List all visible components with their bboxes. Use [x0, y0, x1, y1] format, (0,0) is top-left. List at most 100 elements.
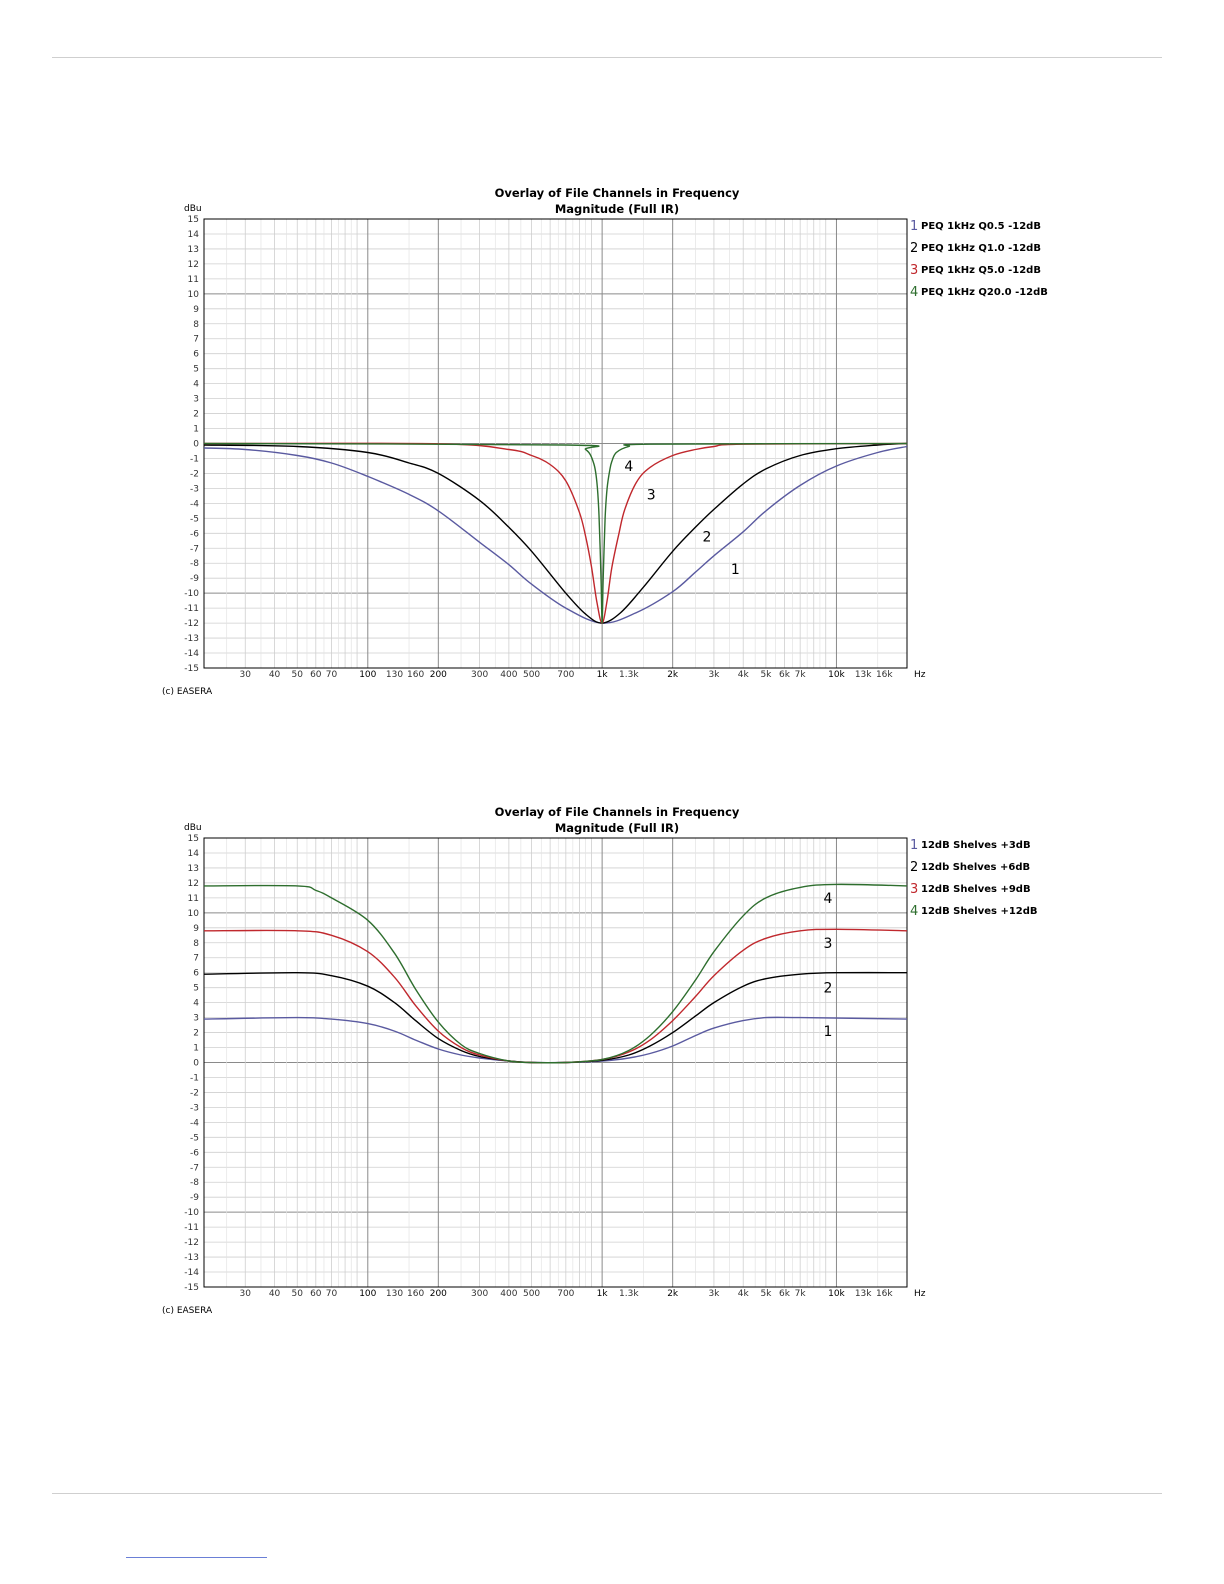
legend-label: PEQ 1kHz Q0.5 -12dB: [921, 221, 1041, 232]
series-line-4: [203, 883, 908, 1064]
curve-label-3: 3: [647, 487, 656, 503]
chart-subtitle: Magnitude (Full IR): [555, 821, 679, 835]
y-tick-label: -7: [190, 1163, 199, 1173]
y-tick-label: -13: [184, 634, 199, 644]
legend-number: 2: [910, 860, 918, 875]
y-tick-label: 6: [193, 969, 199, 979]
x-tick-label: 7k: [795, 1289, 807, 1299]
y-tick-label: 4: [193, 999, 199, 1009]
y-tick-label: 9: [193, 305, 199, 315]
y-tick-label: 4: [193, 380, 199, 390]
y-tick-label: -10: [184, 1208, 199, 1218]
legend-entry-1: 1 PEQ 1kHz Q0.5 -12dB: [910, 219, 1041, 234]
x-tick-label: 3k: [708, 1289, 720, 1299]
legend-entry-2: 2 PEQ 1kHz Q1.0 -12dB: [910, 241, 1041, 256]
y-tick-label: -14: [184, 649, 199, 659]
x-tick-label: 10k: [828, 1289, 845, 1299]
curve-label-2: 2: [824, 981, 833, 997]
y-tick-label: 8: [193, 939, 199, 949]
legend-entry-4: 4 PEQ 1kHz Q20.0 -12dB: [910, 285, 1048, 300]
y-tick-label: -3: [190, 484, 199, 494]
series-group: 1 2 34: [203, 442, 908, 624]
y-tick-label: -5: [190, 1133, 199, 1143]
y-tick-label: 12: [188, 879, 199, 889]
x-tick-label: 1.3k: [619, 670, 639, 680]
x-tick-label: 5k: [760, 670, 772, 680]
x-tick-label: 40: [269, 670, 281, 680]
page-bottom-rule: [52, 1493, 1162, 1494]
y-tick-label: -1: [190, 1073, 199, 1083]
legend-number: 4: [910, 285, 918, 300]
y-tick-label: -10: [184, 589, 199, 599]
legend-label: 12dB Shelves +12dB: [921, 906, 1038, 917]
x-tick-label: 16k: [876, 670, 893, 680]
chart-subtitle: Magnitude (Full IR): [555, 202, 679, 216]
x-tick-label: 200: [430, 670, 447, 680]
y-tick-label: 10: [188, 290, 200, 300]
legend-number: 2: [910, 241, 918, 256]
x-tick-label: 130: [386, 1289, 403, 1299]
y-tick-label: 7: [193, 954, 199, 964]
x-tick-label: 70: [326, 1289, 338, 1299]
legend-entry-1: 1 12dB Shelves +3dB: [910, 838, 1031, 853]
series-line-3: [203, 442, 908, 624]
x-tick-label: 2k: [667, 1289, 679, 1299]
x-tick-label: 3k: [708, 670, 720, 680]
series-line-4: [203, 442, 908, 624]
y-tick-label: -11: [184, 1223, 199, 1233]
x-axis-unit: Hz: [914, 670, 926, 680]
footer-link-underline[interactable]: [126, 1557, 267, 1558]
x-ticks: 30 40 50 60 70 100 130 160 200 300 400 500 700 1k 1.3k…: [240, 1289, 894, 1299]
x-tick-label: 4k: [738, 670, 750, 680]
x-tick-label: 1.3k: [619, 1289, 639, 1299]
y-tick-label: 2: [193, 410, 199, 420]
legend-number: 1: [910, 838, 918, 853]
x-tick-label: 60: [310, 670, 322, 680]
curve-label-2: 2: [702, 529, 711, 545]
x-tick-label: 400: [500, 670, 517, 680]
y-tick-label: -9: [190, 1193, 199, 1203]
y-tick-label: 7: [193, 335, 199, 345]
x-tick-label: 1k: [597, 670, 609, 680]
x-tick-label: 100: [359, 1289, 376, 1299]
y-tick-label: 6: [193, 350, 199, 360]
x-tick-label: 130: [386, 670, 403, 680]
x-tick-label: 30: [240, 670, 252, 680]
curve-label-4: 4: [624, 459, 633, 475]
x-tick-label: 500: [523, 670, 540, 680]
y-tick-label: -3: [190, 1103, 199, 1113]
curve-label-4: 4: [824, 891, 833, 907]
y-tick-label: 3: [193, 395, 199, 405]
y-tick-label: 9: [193, 924, 199, 934]
curve-label-1: 1: [824, 1024, 833, 1040]
curve-label-1: 1: [731, 562, 740, 578]
x-ticks: 30 40 50 60 70 100 130 160 200 300 400 500 700 1k 1.3k…: [240, 670, 894, 680]
legend-label: 12db Shelves +6dB: [921, 862, 1030, 873]
x-tick-label: 16k: [876, 1289, 893, 1299]
legend-number: 4: [910, 904, 918, 919]
y-tick-label: -7: [190, 544, 199, 554]
legend-entry-2: 2 12db Shelves +6dB: [910, 860, 1030, 875]
y-tick-label: -4: [190, 1118, 199, 1128]
legend-number: 3: [910, 263, 918, 278]
y-tick-label: 15: [188, 215, 199, 225]
y-tick-label: -13: [184, 1253, 199, 1263]
peq-frequency-chart: Overlay of File Channels in Frequency Mag…: [162, 186, 1048, 697]
y-axis-label: dBu: [184, 204, 202, 214]
y-tick-label: -12: [184, 619, 199, 629]
y-tick-label: -4: [190, 499, 199, 509]
x-tick-label: 70: [326, 670, 338, 680]
x-tick-label: 400: [500, 1289, 517, 1299]
x-tick-label: 700: [557, 670, 574, 680]
x-tick-label: 100: [359, 670, 376, 680]
x-tick-label: 13k: [855, 1289, 872, 1299]
x-tick-label: 6k: [779, 670, 791, 680]
y-tick-label: 15: [188, 834, 199, 844]
y-tick-label: 14: [188, 230, 200, 240]
x-tick-label: 50: [292, 1289, 304, 1299]
x-tick-label: 160: [407, 1289, 424, 1299]
y-tick-label: -15: [184, 1283, 199, 1293]
y-tick-label: 11: [188, 275, 199, 285]
x-tick-label: 160: [407, 670, 424, 680]
y-tick-label: 1: [193, 1044, 199, 1054]
